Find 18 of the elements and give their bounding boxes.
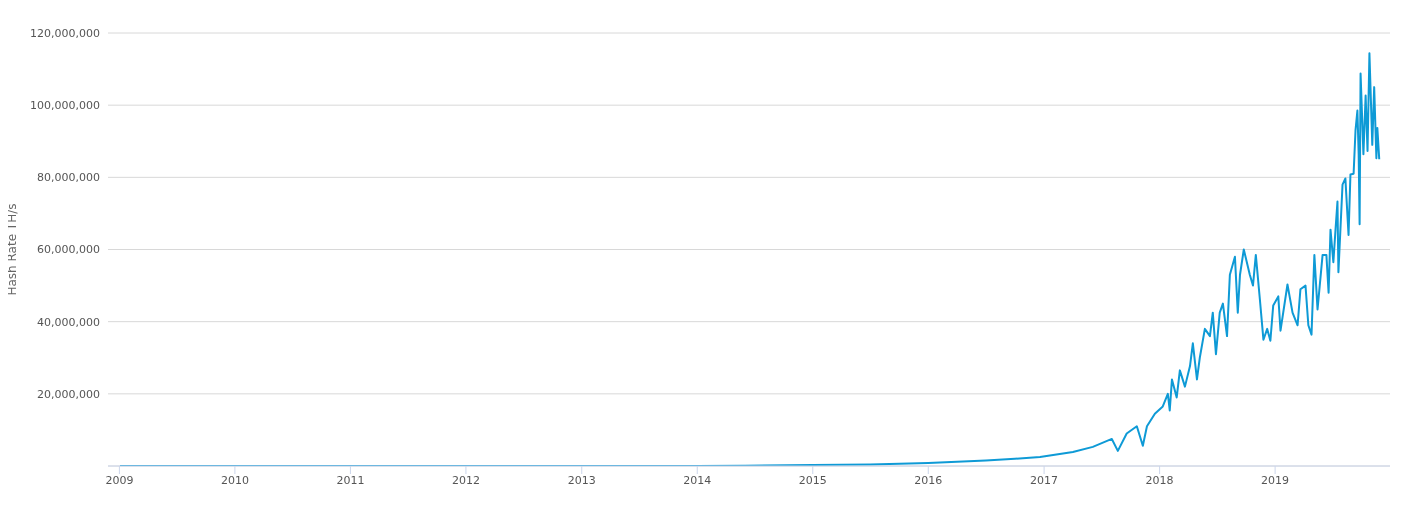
- x-tick-label: 2019: [1261, 473, 1290, 487]
- y-tick-label: 60,000,000: [37, 243, 100, 257]
- x-tick-label: 2011: [336, 473, 365, 487]
- x-tick-label: 2012: [451, 473, 480, 487]
- x-tick-label: 2014: [683, 473, 712, 487]
- y-tick-label: 20,000,000: [37, 387, 100, 401]
- y-tick-label: 100,000,000: [30, 99, 100, 113]
- x-tick-label: 2010: [220, 473, 249, 487]
- y-tick-label: 80,000,000: [37, 171, 100, 185]
- y-tick-label: 40,000,000: [37, 315, 100, 329]
- y-axis-title: Hash Rate TH/s: [5, 203, 20, 296]
- x-tick-label: 2009: [105, 473, 134, 487]
- x-tick-label: 2013: [567, 473, 596, 487]
- x-tick-label: 2015: [798, 473, 827, 487]
- x-tick-label: 2018: [1145, 473, 1174, 487]
- x-tick-label: 2017: [1030, 473, 1059, 487]
- x-tick-label: 2016: [914, 473, 943, 487]
- y-tick-label: 120,000,000: [30, 26, 100, 40]
